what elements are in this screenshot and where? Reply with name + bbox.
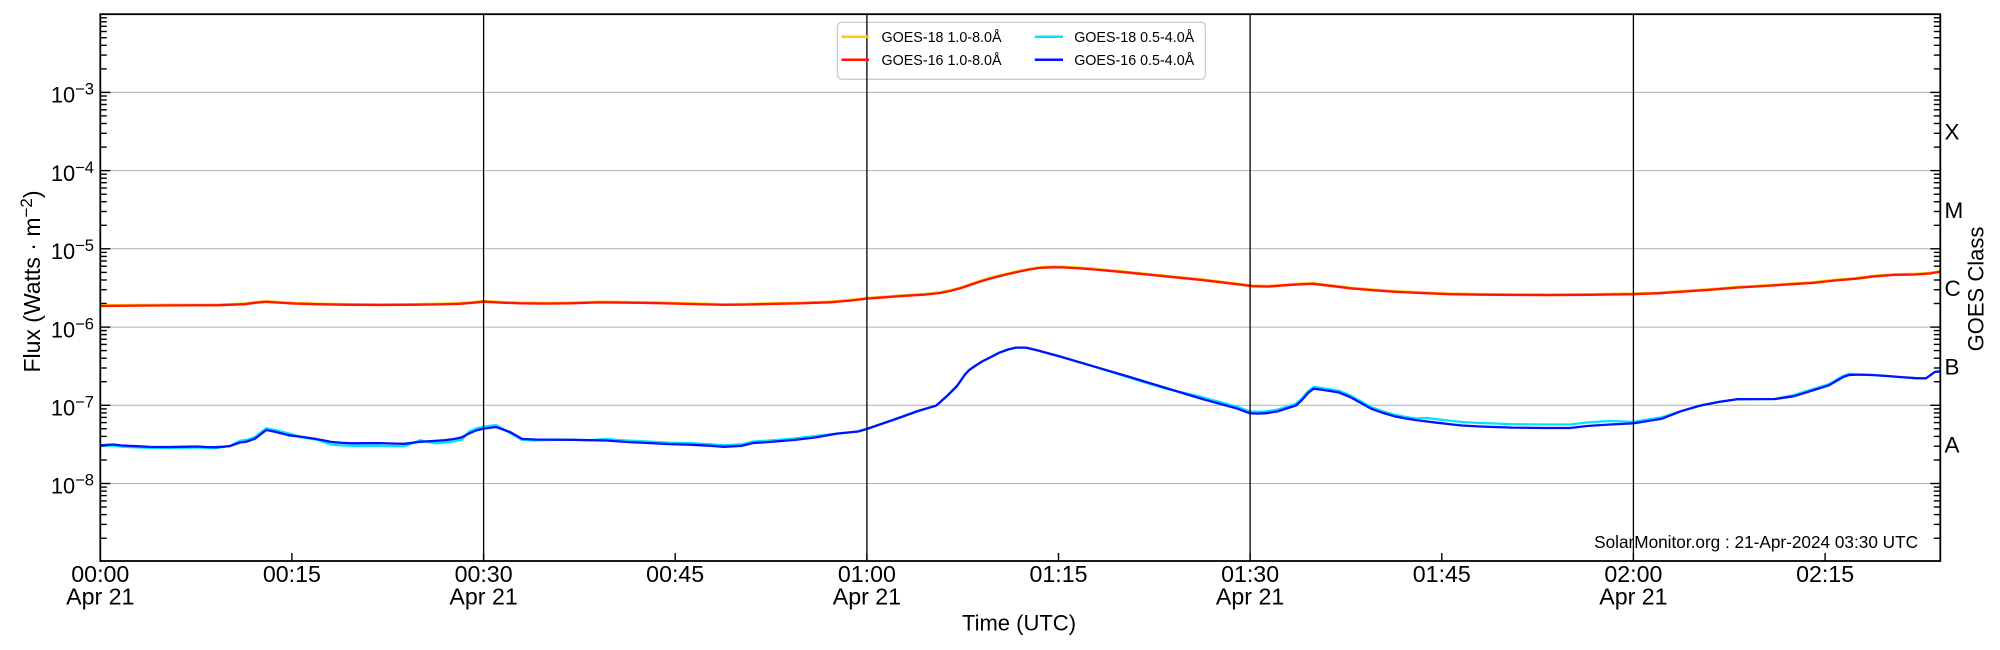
svg-text:02:15: 02:15: [1796, 561, 1854, 587]
svg-text:M: M: [1945, 198, 1964, 223]
svg-text:GOES-18 1.0-8.0Å: GOES-18 1.0-8.0Å: [882, 29, 1002, 46]
svg-text:01:45: 01:45: [1413, 561, 1471, 587]
svg-text:01:30: 01:30: [1221, 561, 1279, 587]
svg-text:Apr 21: Apr 21: [449, 584, 517, 610]
svg-text:00:15: 00:15: [263, 561, 321, 587]
svg-text:Flux (Watts · m−2): Flux (Watts · m−2): [17, 190, 45, 372]
svg-text:GOES-16 0.5-4.0Å: GOES-16 0.5-4.0Å: [1074, 52, 1194, 69]
svg-text:B: B: [1945, 354, 1960, 379]
svg-text:A: A: [1945, 433, 1960, 458]
svg-text:01:00: 01:00: [838, 561, 896, 587]
svg-text:SolarMonitor.org : 21-Apr-2024: SolarMonitor.org : 21-Apr-2024 03:30 UTC: [1594, 532, 1918, 552]
svg-text:GOES-16 1.0-8.0Å: GOES-16 1.0-8.0Å: [882, 52, 1002, 69]
svg-text:Apr 21: Apr 21: [66, 584, 134, 610]
svg-text:GOES Class: GOES Class: [1964, 227, 1989, 352]
svg-text:X: X: [1945, 120, 1960, 145]
svg-text:C: C: [1945, 276, 1961, 301]
svg-text:01:15: 01:15: [1029, 561, 1087, 587]
svg-text:Apr 21: Apr 21: [1216, 584, 1284, 610]
svg-text:00:30: 00:30: [455, 561, 513, 587]
svg-text:10−6: 10−6: [51, 314, 94, 342]
svg-text:02:00: 02:00: [1604, 561, 1662, 587]
svg-text:00:45: 00:45: [646, 561, 704, 587]
svg-text:GOES-18 0.5-4.0Å: GOES-18 0.5-4.0Å: [1074, 29, 1194, 46]
svg-text:Apr 21: Apr 21: [1599, 584, 1667, 610]
svg-text:00:00: 00:00: [71, 561, 129, 587]
svg-text:Time (UTC): Time (UTC): [962, 611, 1076, 636]
svg-text:Apr 21: Apr 21: [833, 584, 901, 610]
